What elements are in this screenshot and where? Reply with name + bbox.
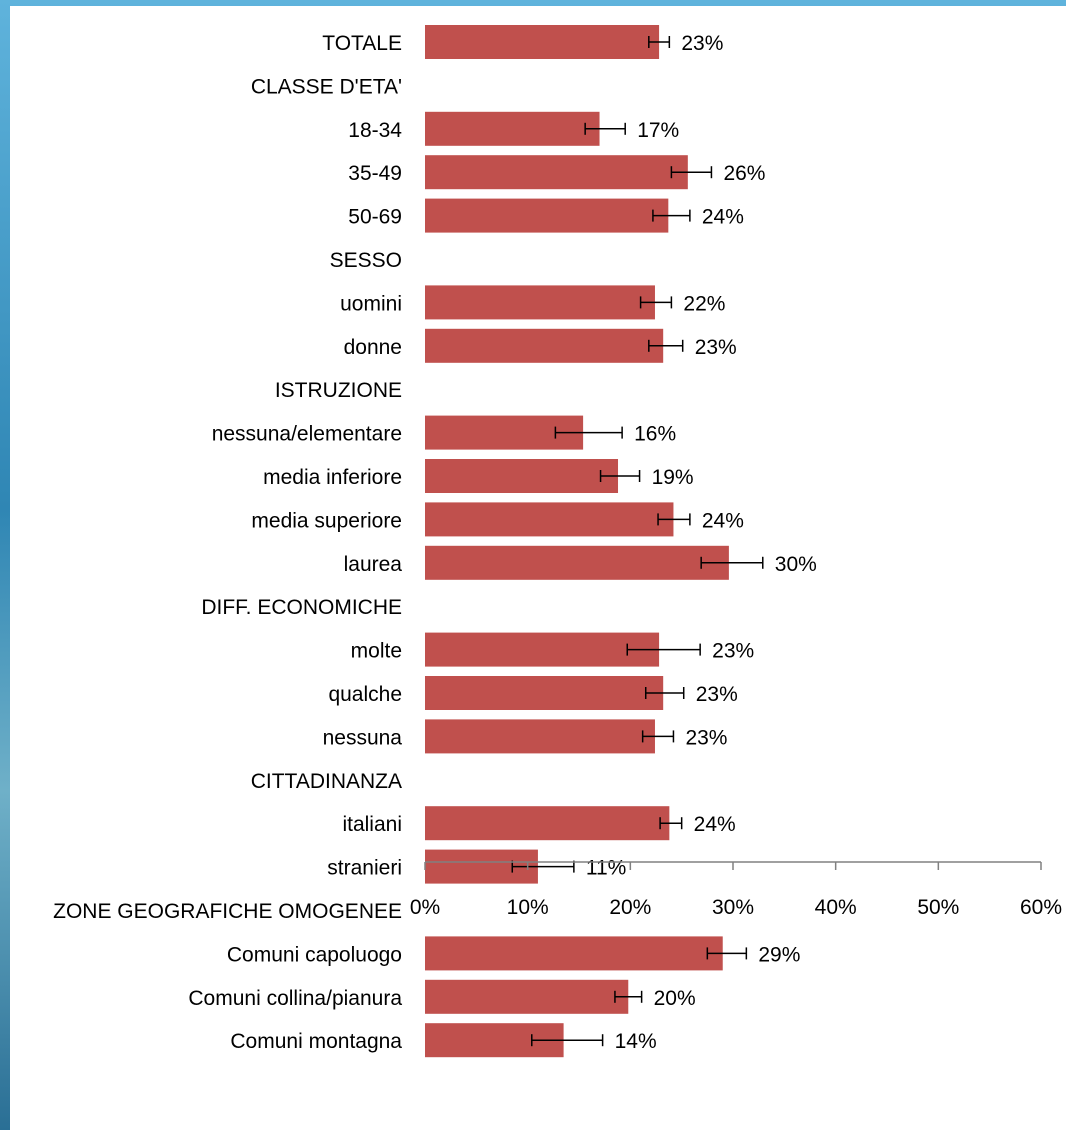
data-label: 23% <box>681 32 723 55</box>
bar <box>425 25 660 59</box>
category-group-label: CLASSE D'ETA' <box>251 75 402 98</box>
category-label: Comuni montagna <box>230 1030 402 1053</box>
data-label: 26% <box>723 162 765 185</box>
data-label: 30% <box>775 553 817 576</box>
category-label: molte <box>351 640 402 663</box>
bar <box>425 198 669 233</box>
bar <box>425 459 619 493</box>
data-label: 29% <box>758 943 800 966</box>
bar <box>425 936 723 971</box>
category-label: media superiore <box>251 509 402 532</box>
category-group-label: CITTADINANZA <box>251 770 402 793</box>
bar <box>425 285 655 320</box>
data-label: 23% <box>696 683 738 706</box>
bar <box>425 545 729 580</box>
category-label: italiani <box>342 813 402 836</box>
bar <box>425 806 670 841</box>
category-label: 35-49 <box>348 162 402 185</box>
data-label: 22% <box>683 292 725 315</box>
data-label: 16% <box>634 423 676 446</box>
bar <box>425 155 688 190</box>
bar <box>425 676 664 710</box>
category-label: 50-69 <box>348 206 402 229</box>
data-label: 11% <box>586 857 626 880</box>
data-label: 20% <box>654 987 696 1010</box>
category-label: laurea <box>344 553 403 576</box>
data-label: 14% <box>615 1030 657 1053</box>
category-label: TOTALE <box>322 32 402 55</box>
x-tick-label: 0% <box>410 896 440 919</box>
data-label: 19% <box>652 466 694 489</box>
data-label: 23% <box>712 640 754 663</box>
bar <box>425 632 660 667</box>
x-tick-label: 20% <box>609 896 651 919</box>
category-group-label: SESSO <box>330 249 402 272</box>
category-label: stranieri <box>327 857 402 880</box>
category-label: nessuna <box>323 726 403 749</box>
x-tick-label: 50% <box>917 896 959 919</box>
chart-panel: TOTALE 23% CLASSE D'ETA' 18-34 17% 35-49 26% 50… <box>10 6 1066 1130</box>
x-tick-label: 10% <box>507 896 549 919</box>
bar-chart: TOTALE 23% CLASSE D'ETA' 18-34 17% 35-49 26% 50… <box>53 25 1062 1058</box>
category-label: Comuni capoluogo <box>227 943 402 966</box>
category-label: media inferiore <box>263 466 402 489</box>
x-tick-label: 40% <box>815 896 857 919</box>
category-group-label: ISTRUZIONE <box>275 379 402 402</box>
data-label: 24% <box>702 206 744 229</box>
category-group-label: DIFF. ECONOMICHE <box>201 596 402 619</box>
category-label: uomini <box>340 292 402 315</box>
data-label: 23% <box>685 726 727 749</box>
data-label: 23% <box>695 336 737 359</box>
data-label: 24% <box>694 813 736 836</box>
category-label: nessuna/elementare <box>212 423 402 446</box>
bar <box>425 328 664 363</box>
data-label: 17% <box>637 119 679 142</box>
bar <box>425 719 655 754</box>
bar <box>425 502 674 537</box>
bar <box>425 111 600 146</box>
bar <box>425 979 629 1014</box>
data-label: 24% <box>702 509 744 532</box>
category-label: 18-34 <box>348 119 402 142</box>
x-tick-label: 60% <box>1020 896 1062 919</box>
category-label: Comuni collina/pianura <box>188 987 402 1010</box>
category-label: qualche <box>328 683 402 706</box>
category-group-label: ZONE GEOGRAFICHE OMOGENEE <box>53 900 402 923</box>
category-label: donne <box>344 336 402 359</box>
x-tick-label: 30% <box>712 896 754 919</box>
